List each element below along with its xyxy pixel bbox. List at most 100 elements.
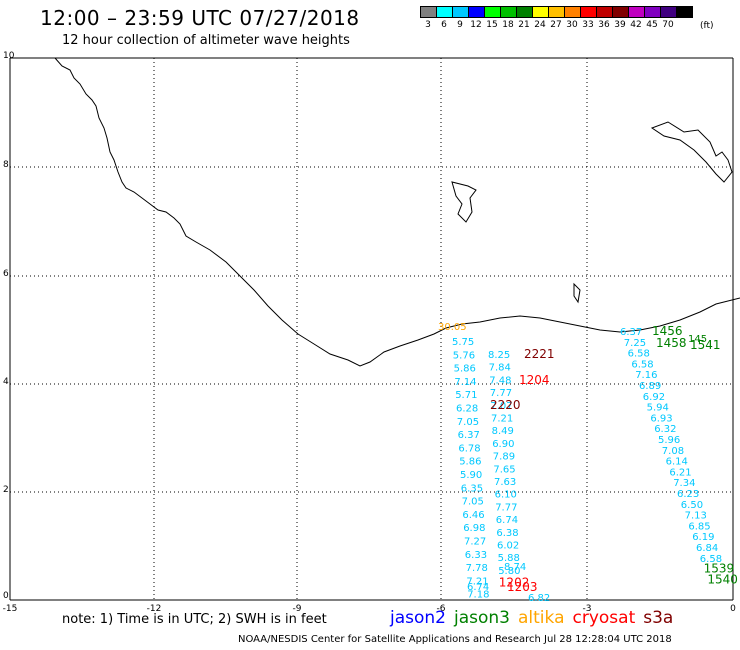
- wave-height-label: 7.07: [490, 401, 512, 412]
- wave-height-label: 7.84: [489, 363, 511, 374]
- wave-height-label: 8.49: [492, 426, 514, 437]
- x-tick-label: -6: [437, 604, 446, 614]
- wave-height-label: 6.46: [462, 510, 484, 521]
- wave-height-label: 7.25: [624, 338, 646, 349]
- wave-height-label: 6.23: [677, 489, 699, 500]
- wave-height-label: 8.25: [488, 350, 510, 361]
- wave-height-label: 7.18: [467, 590, 489, 601]
- pass-time-label: 2220: [490, 398, 521, 412]
- units-note: note: 1) Time is in UTC; 2) SWH is in fe…: [62, 612, 327, 627]
- pass-time-label: 1202: [499, 576, 530, 590]
- satellite-label-jason3: jason3: [454, 608, 510, 628]
- wave-height-label: 7.27: [464, 537, 486, 548]
- legend-label: 3: [425, 20, 431, 30]
- coastline-northeast: [650, 121, 733, 183]
- wave-height-label: 6.58: [631, 359, 653, 370]
- wave-height-label: 5.90: [460, 470, 482, 481]
- legend-label: 42: [630, 20, 642, 30]
- y-tick-label: 6: [3, 269, 9, 279]
- wave-height-label: 6.50: [681, 500, 703, 511]
- x-tick-label: -15: [3, 604, 18, 614]
- wave-height-label: 6.28: [456, 404, 478, 415]
- y-tick-label: 8: [3, 160, 9, 170]
- wave-height-label: 6.14: [666, 457, 688, 468]
- legend-label: 70: [662, 20, 674, 30]
- legend-label: 33: [582, 20, 594, 30]
- x-tick-label: -9: [293, 604, 302, 614]
- wave-height-label: 7.77: [495, 502, 517, 513]
- wave-height-label: 6.10: [495, 490, 517, 501]
- pass-time-label: 1540: [707, 572, 738, 586]
- wave-height-label: 5.75: [452, 337, 474, 348]
- color-scale-legend: 3 6 9 12 15 18 21 24 27 30 33 36 39 42 45 70 (ft): [420, 6, 714, 31]
- legend-label: 30: [566, 20, 578, 30]
- wave-height-label: 5.71: [455, 390, 477, 401]
- map-title: 12:00 – 23:59 UTC 07/27/2018: [40, 6, 360, 30]
- wave-height-label: 7.16: [635, 370, 657, 381]
- wave-height-label: 8.74: [504, 562, 526, 573]
- coastline-islet: [573, 282, 581, 304]
- coastline-inlet: [451, 181, 477, 223]
- footer-credit: NOAA/NESDIS Center for Satellite Applica…: [238, 634, 672, 645]
- wave-height-label: 7.48: [489, 375, 511, 386]
- satellite-label-jason2: jason2: [390, 608, 446, 628]
- x-tick-label: 0: [730, 604, 736, 614]
- wave-height-label: 6.84: [696, 543, 718, 554]
- wave-height-label: 6.35: [461, 483, 483, 494]
- legend-label: 12: [470, 20, 482, 30]
- satellite-label-altika: altika: [518, 608, 565, 628]
- altimeter-tracks: 30.05 5.75 5.76 5.86 7.14 5.71 6.28 7.05 6.37 6.7…: [438, 322, 738, 604]
- wave-height-label: 6.37: [620, 327, 642, 338]
- legend-label: 36: [598, 20, 610, 30]
- pass-time-label: 1541: [690, 338, 721, 352]
- wave-height-label: 6.90: [492, 439, 514, 450]
- wave-height-label: 7.21: [491, 414, 513, 425]
- wave-height-label: 7.89: [493, 452, 515, 463]
- legend-label: 18: [502, 20, 514, 30]
- legend-label: 27: [550, 20, 562, 30]
- legend-swatch: [676, 6, 693, 18]
- x-tick-label: -12: [147, 604, 162, 614]
- legend-labels: 3 6 9 12 15 18 21 24 27 30 33 36 39 42 45 70: [420, 20, 692, 30]
- y-tick-label: 2: [3, 485, 9, 495]
- map-subtitle: 12 hour collection of altimeter wave hei…: [62, 33, 350, 48]
- wave-height-label: 7.77: [490, 388, 512, 399]
- legend-unit: (ft): [700, 21, 714, 31]
- legend-label: 24: [534, 20, 546, 30]
- legend-label: 21: [518, 20, 530, 30]
- coastline: [54, 57, 740, 367]
- wave-height-label: 6.19: [692, 532, 714, 543]
- wave-height-label: 145: [688, 334, 707, 345]
- wave-height-label: 5.76: [453, 350, 475, 361]
- legend-label: 39: [614, 20, 626, 30]
- wave-height-label: 6.33: [465, 550, 487, 561]
- satellite-label-s3a: s3a: [643, 608, 674, 628]
- wave-height-label: 5.80: [498, 566, 520, 577]
- wave-height-label: 6.74: [467, 582, 489, 593]
- x-tick-label: -3: [583, 604, 592, 614]
- legend-swatches: [420, 6, 693, 18]
- wave-height-label: 7.34: [673, 478, 695, 489]
- wave-height-label: 6.21: [669, 467, 691, 478]
- wave-height-label: 6.02: [497, 541, 519, 552]
- wave-height-label: 7.21: [466, 576, 488, 587]
- wave-height-label: 6.58: [700, 554, 722, 565]
- pass-time-label: 1458: [656, 336, 687, 350]
- x-axis-labels: -15 -12 -9 -6 -3 0: [3, 604, 736, 614]
- wave-height-label: 6.89: [639, 381, 661, 392]
- wave-height-label: 7.78: [466, 563, 488, 574]
- pass-time-label: 1203: [507, 580, 538, 594]
- wave-height-label: 6.74: [496, 515, 518, 526]
- pass-time-label: 1456: [652, 324, 683, 338]
- legend-label: 45: [646, 20, 658, 30]
- legend-label: 9: [457, 20, 463, 30]
- satellite-label-cryosat: cryosat: [572, 608, 636, 628]
- wave-height-label: 30.05: [438, 322, 467, 333]
- y-axis-labels: 0 2 4 6 8 10: [3, 51, 15, 601]
- wave-height-label: 6.85: [688, 521, 710, 532]
- wave-height-label: 6.38: [496, 528, 518, 539]
- wave-height-label: 7.14: [454, 377, 476, 388]
- wave-height-label: 7.13: [685, 511, 707, 522]
- wave-height-label: 7.65: [493, 464, 515, 475]
